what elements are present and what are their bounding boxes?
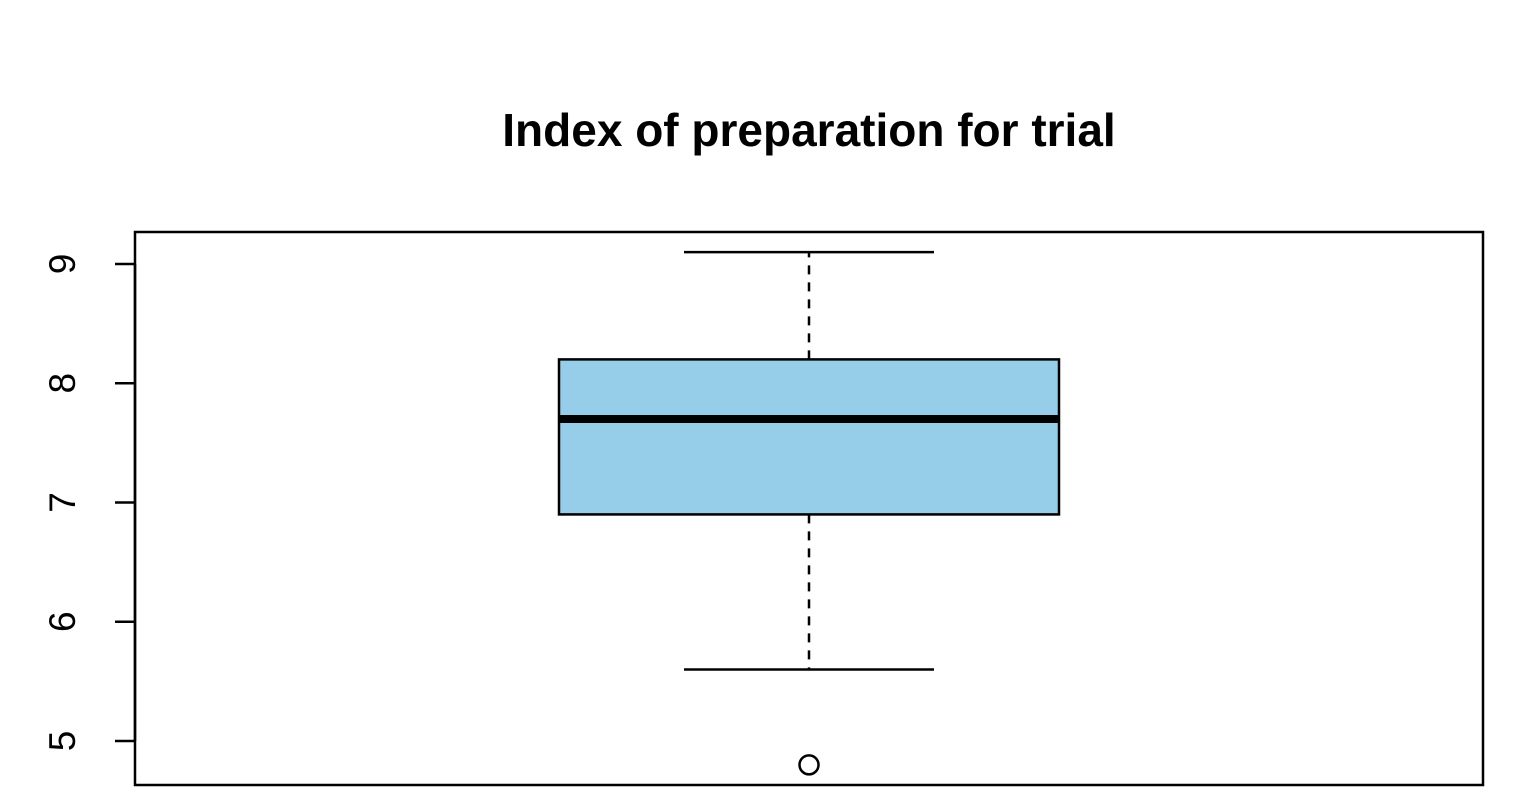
plot-frame — [133, 230, 1485, 787]
y-tick-label: 5 — [42, 731, 83, 752]
y-tick-label: 7 — [42, 492, 83, 513]
y-tick-label: 6 — [42, 611, 83, 632]
iqr-box — [557, 358, 1061, 516]
outlier-point — [798, 754, 820, 776]
y-tick-label: 8 — [42, 373, 83, 394]
y-tick-label: 9 — [42, 254, 83, 275]
chart-title: Index of preparation for trial — [502, 104, 1116, 156]
